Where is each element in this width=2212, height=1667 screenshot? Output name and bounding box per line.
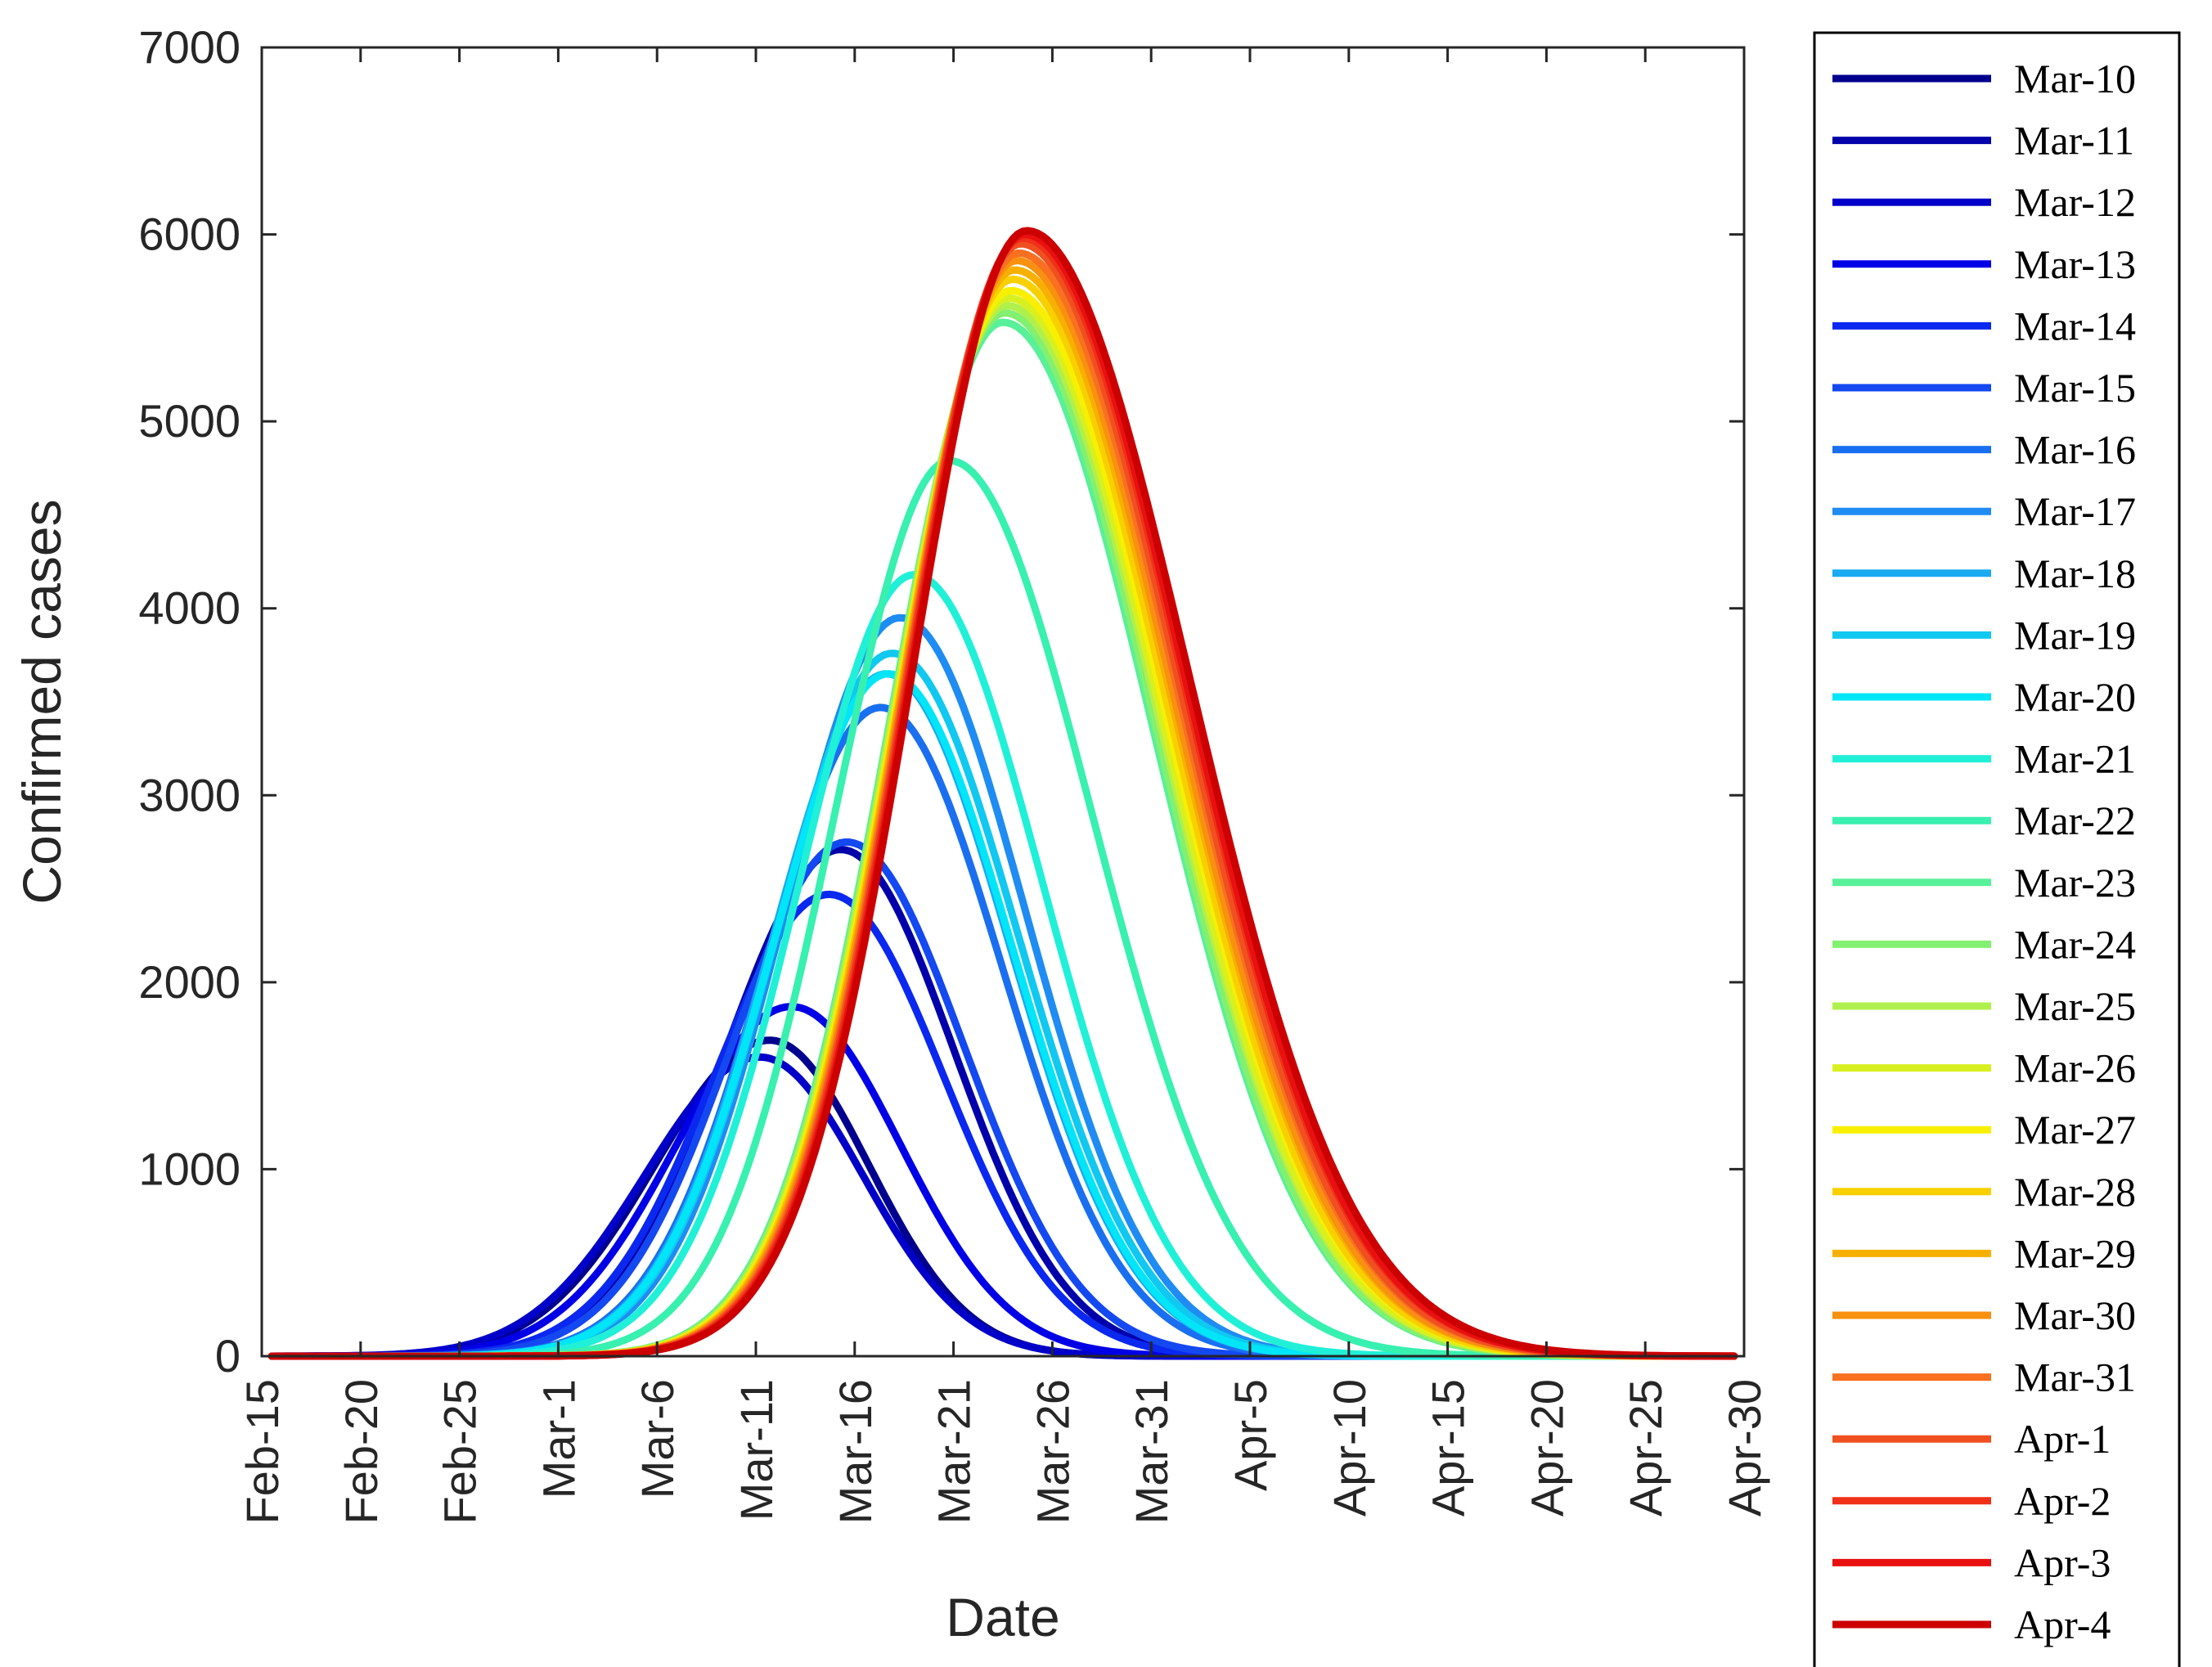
legend-label: Apr-3 [2014,1539,2111,1585]
x-tick-label: Apr-25 [1620,1379,1671,1516]
y-tick-label: 3000 [138,769,241,820]
legend-label: Mar-17 [2014,488,2136,534]
legend-label: Mar-10 [2014,56,2136,101]
y-tick-label: 2000 [138,956,241,1008]
x-tick-label: Mar-11 [731,1379,782,1521]
x-tick-label: Apr-20 [1521,1379,1572,1516]
x-tick-label: Mar-31 [1126,1379,1177,1524]
legend-label: Mar-25 [2014,983,2136,1029]
x-axis-title: Date [946,1587,1059,1647]
legend-label: Apr-2 [2014,1478,2111,1524]
y-tick-label: 0 [215,1330,241,1382]
legend-label: Apr-4 [2014,1602,2111,1647]
x-tick-label: Apr-15 [1423,1379,1474,1516]
legend-label: Mar-11 [2014,118,2134,164]
legend-label: Mar-15 [2014,365,2136,411]
series-line-mar-30 [268,257,1738,1360]
x-tick-label: Mar-16 [830,1379,881,1524]
y-tick-label: 7000 [138,21,241,73]
series-line-apr-1 [268,240,1738,1360]
y-tick-label: 6000 [138,209,241,260]
y-axis-title: Confirmed cases [11,499,72,904]
series-line-apr-2 [268,234,1738,1360]
y-tick-label: 4000 [138,582,241,634]
legend-label: Mar-30 [2014,1292,2136,1338]
x-tick-label: Apr-5 [1225,1379,1276,1491]
series-line-apr-4 [268,227,1738,1360]
legend-label: Mar-22 [2014,798,2136,843]
legend-label: Mar-12 [2014,179,2136,225]
series-line-mar-29 [268,266,1738,1360]
series-line-mar-31 [268,249,1738,1360]
legend-frame [1813,31,2181,1667]
x-tick-label: Apr-30 [1719,1379,1770,1516]
x-tick-label: Mar-6 [632,1379,683,1499]
series-line-mar-18 [268,670,1738,1360]
series-line-apr-3 [268,231,1738,1360]
x-tick-label: Feb-20 [335,1379,387,1524]
legend-label: Mar-23 [2014,860,2136,905]
series-layer [268,227,1738,1360]
legend-label: Mar-14 [2014,303,2136,348]
x-tick-label: Mar-26 [1027,1379,1078,1524]
x-tick-label: Apr-10 [1324,1379,1375,1516]
x-tick-label: Feb-25 [434,1379,486,1524]
x-axis: Feb-15 Feb-20 Feb-25 Mar-1 Mar-6 Mar-11 Mar-16… [236,47,1770,1524]
plot-area-frame [260,46,1746,1358]
legend-label: Mar-21 [2014,736,2136,782]
legend-label: Mar-28 [2014,1169,2136,1215]
series-line-mar-16 [268,703,1738,1360]
legend-label: Mar-16 [2014,427,2136,473]
series-line-mar-10 [268,1036,1738,1360]
legend-label: Mar-19 [2014,612,2136,658]
series-line-mar-20 [268,670,1738,1360]
series-line-mar-17 [268,613,1738,1360]
legend-label: Mar-13 [2014,241,2136,287]
y-tick-label: 1000 [138,1143,241,1194]
legend-items: Mar-10 Mar-11 Mar-12 Mar-13 Mar-14 Mar-15 Mar-… [1832,56,2136,1647]
legend-label: Mar-27 [2014,1107,2136,1153]
x-tick-label: Feb-15 [236,1379,288,1524]
series-line-mar-19 [268,649,1738,1360]
y-tick-label: 5000 [138,395,241,447]
x-tick-label: Mar-21 [928,1379,980,1524]
x-tick-label: Mar-1 [533,1379,584,1499]
legend-label: Mar-26 [2014,1045,2136,1091]
legend-label: Mar-24 [2014,921,2136,967]
legend-label: Mar-29 [2014,1230,2136,1276]
legend: Mar-10 Mar-11 Mar-12 Mar-13 Mar-14 Mar-15 Mar-… [1813,31,2181,1667]
legend-label: Apr-1 [2014,1416,2111,1462]
legend-label: Mar-18 [2014,550,2136,596]
legend-label: Mar-20 [2014,674,2136,720]
y-axis: 0 1000 2000 3000 4000 5000 6000 7000 [138,21,1744,1382]
legend-label: Mar-31 [2014,1355,2136,1400]
